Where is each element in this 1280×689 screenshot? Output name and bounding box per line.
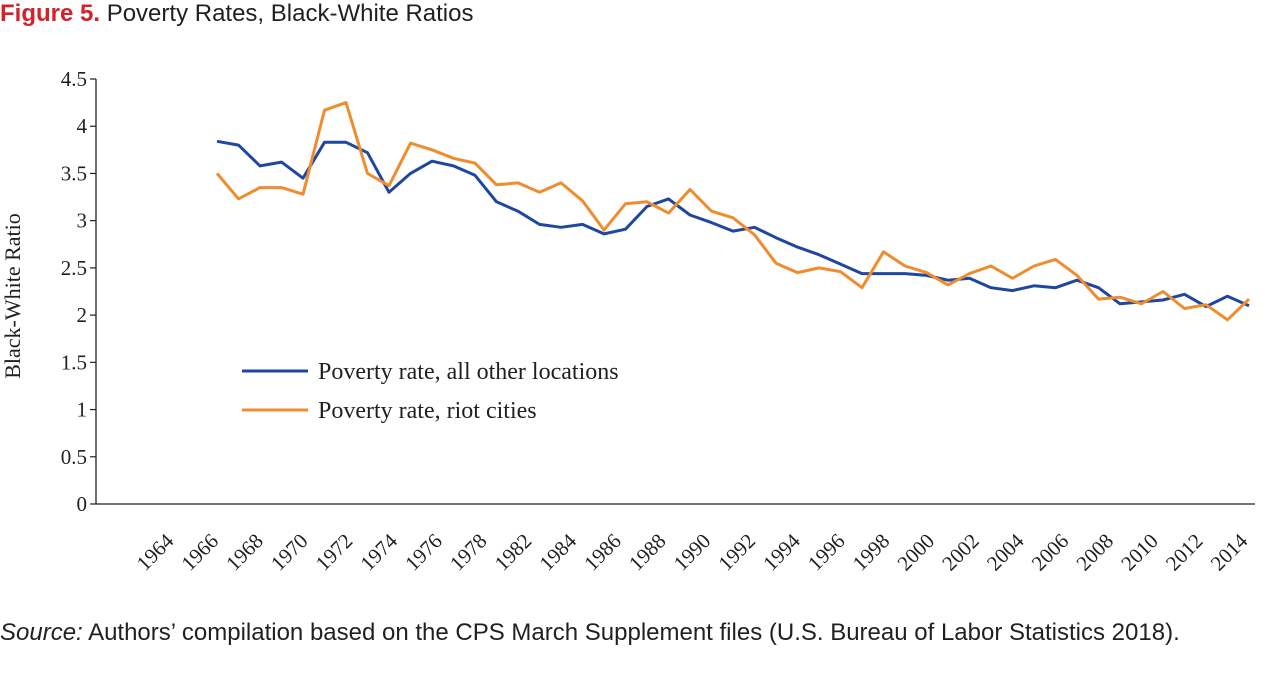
x-tick-label: 2010 (1116, 529, 1163, 576)
x-tick-label: 2008 (1071, 529, 1118, 576)
x-tick-label: 2002 (937, 529, 984, 576)
y-tick-label: 1.5 (61, 350, 87, 374)
series-line-1 (216, 139, 1250, 309)
x-tick-label: 1992 (713, 529, 760, 576)
y-tick-label: 2.5 (61, 256, 87, 280)
figure-title-text: Poverty Rates, Black-White Ratios (106, 0, 474, 27)
x-tick-label: 1976 (400, 529, 447, 576)
y-tick-label: 0.5 (61, 445, 87, 469)
x-tick-label: 2000 (892, 529, 939, 576)
legend-label-2: Poverty rate, riot cities (318, 398, 537, 424)
chart-series-lines (215, 101, 1251, 322)
y-axis-ticks: 0 0.5 1 1.5 2 2.5 3 3.5 4 4.5 (61, 67, 96, 516)
x-tick-label: 1988 (624, 529, 671, 576)
x-tick-label: 2004 (982, 528, 1029, 575)
y-tick-label: 4.5 (61, 67, 87, 91)
chart-axes (95, 79, 1255, 505)
y-tick-label: 1 (77, 398, 88, 422)
x-tick-label: 1982 (490, 529, 537, 576)
y-tick-label: 3.5 (61, 161, 87, 185)
series-line-2 (215, 101, 1251, 322)
x-tick-label: 1998 (848, 529, 895, 576)
x-tick-label: 1974 (355, 528, 402, 575)
x-tick-label: 1978 (445, 529, 492, 576)
x-tick-label: 1986 (579, 529, 626, 576)
legend-label-1: Poverty rate, all other locations (318, 359, 619, 385)
chart-legend: Poverty rate, all other locations Poverty… (242, 359, 619, 424)
x-tick-label: 1984 (534, 528, 581, 575)
source-text: Authors’ compilation based on the CPS Ma… (88, 619, 1180, 646)
x-tick-label: 2012 (1161, 529, 1208, 576)
y-tick-label: 4 (77, 114, 88, 138)
x-tick-label: 1966 (176, 529, 223, 576)
x-tick-label: 1996 (803, 529, 850, 576)
source-note: Source: Authors’ compilation based on th… (0, 616, 1262, 650)
line-chart: 00.511.522.533.544.5 1964196619681970197… (0, 67, 1255, 575)
x-tick-label: 1994 (758, 528, 805, 575)
x-tick-label: 1968 (221, 529, 268, 576)
y-axis-label: Black-White Ratio (0, 213, 25, 379)
x-tick-label: 1990 (669, 529, 716, 576)
figure-title: Figure 5. Poverty Rates, Black-White Rat… (0, 0, 474, 30)
figure-label: Figure 5. (0, 0, 101, 27)
x-tick-label: 2014 (1206, 528, 1253, 575)
y-tick-label: 3 (77, 209, 88, 233)
x-tick-label: 1972 (311, 529, 358, 576)
source-label: Source: (0, 619, 83, 646)
y-tick-label: 2 (77, 303, 88, 327)
x-tick-label: 1964 (132, 528, 179, 575)
x-axis-ticks: 1964196619681970197219741976197819821984… (132, 528, 1253, 575)
y-tick-label: 0 (77, 492, 88, 516)
x-tick-label: 1970 (266, 529, 313, 576)
x-tick-label: 2006 (1027, 529, 1074, 576)
